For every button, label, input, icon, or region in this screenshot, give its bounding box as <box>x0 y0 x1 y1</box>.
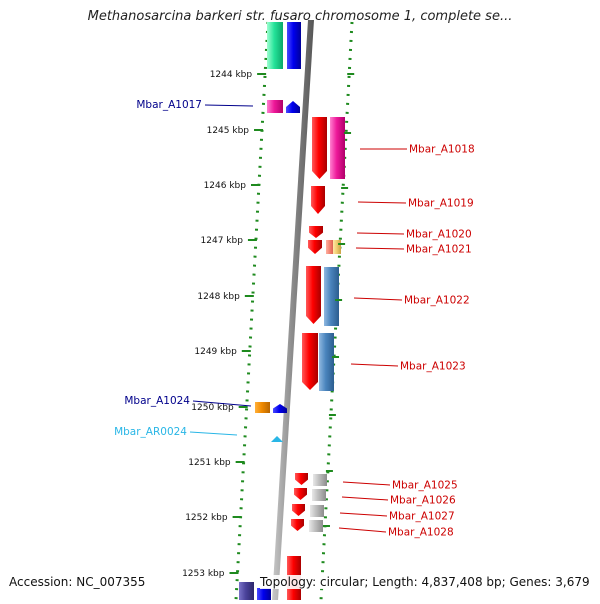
map-title: Methanosarcina barkeri str. fusaro chrom… <box>87 9 513 24</box>
gene-label-left[interactable]: Mbar_A1024 <box>124 395 190 407</box>
rna-feature[interactable] <box>271 436 283 442</box>
gene-feature[interactable] <box>294 488 307 500</box>
tick-label: 1250 kbp <box>191 403 234 413</box>
gene-feature[interactable] <box>267 100 283 113</box>
gene-label-right[interactable]: Mbar_A1026 <box>390 495 456 507</box>
gene-feature[interactable] <box>310 505 324 517</box>
gene-feature[interactable] <box>306 266 321 324</box>
gene-label-leader <box>355 247 405 250</box>
tick-label: 1247 kbp <box>201 236 244 246</box>
chromosome-backbone <box>272 20 314 600</box>
gene-label-left[interactable]: Mbar_AR0024 <box>114 426 187 438</box>
tick-label: 1253 kbp <box>182 569 225 579</box>
gene-label-right[interactable]: Mbar_A1025 <box>392 480 458 492</box>
tick-label: 1249 kbp <box>194 347 237 357</box>
gene-label-right[interactable]: Mbar_A1027 <box>389 511 455 523</box>
gene-label-leader <box>353 297 403 301</box>
gene-feature[interactable] <box>313 474 327 486</box>
gene-feature[interactable] <box>312 489 326 501</box>
gene-label-leader <box>338 527 387 533</box>
gene-label-right[interactable]: Mbar_A1022 <box>404 295 470 307</box>
gene-feature[interactable] <box>292 504 305 516</box>
gene-label-leader <box>341 496 389 501</box>
gene-feature[interactable] <box>311 186 325 214</box>
gene-feature[interactable] <box>267 22 283 69</box>
gene-feature[interactable] <box>319 333 334 391</box>
gene-feature[interactable] <box>309 520 323 532</box>
gene-label-leader <box>350 363 399 367</box>
gene-label-right[interactable]: Mbar_A1020 <box>406 229 472 241</box>
backbone-line <box>272 20 314 600</box>
gene-label-leader <box>189 431 238 436</box>
genome-info-text: Topology: circular; Length: 4,837,408 bp… <box>260 575 590 589</box>
gene-feature[interactable] <box>255 402 270 413</box>
gene-feature[interactable] <box>286 101 300 113</box>
gene-label-right[interactable]: Mbar_A1019 <box>408 198 474 210</box>
gene-label-leader <box>192 400 252 407</box>
tick-label: 1245 kbp <box>207 126 250 136</box>
gene-label-left[interactable]: Mbar_A1017 <box>136 99 202 111</box>
gene-label-right[interactable]: Mbar_A1021 <box>406 244 472 256</box>
gene-label-leader <box>339 512 388 517</box>
guide-dots-left <box>234 21 270 601</box>
gene-feature[interactable] <box>295 473 308 485</box>
gene-feature[interactable] <box>308 240 322 254</box>
gene-feature[interactable] <box>239 582 254 600</box>
gene-label-leader <box>356 232 405 235</box>
tick-label: 1246 kbp <box>204 181 247 191</box>
gene-label-right[interactable]: Mbar_A1018 <box>409 144 475 156</box>
tick-label: 1252 kbp <box>185 513 228 523</box>
gene-feature[interactable] <box>326 240 336 254</box>
gene-feature[interactable] <box>330 117 345 179</box>
gene-feature[interactable] <box>287 22 301 69</box>
accession-text: Accession: NC_007355 <box>9 575 146 589</box>
tick-label: 1244 kbp <box>210 70 253 80</box>
gene-feature[interactable] <box>302 333 318 390</box>
gene-feature[interactable] <box>291 519 304 531</box>
gene-feature[interactable] <box>309 226 323 238</box>
gene-label-leader <box>357 201 407 204</box>
gene-feature[interactable] <box>333 240 341 254</box>
gene-label-leader <box>342 481 391 486</box>
gene-label-leader <box>204 104 254 107</box>
tick-label: 1248 kbp <box>197 292 240 302</box>
gene-label-right[interactable]: Mbar_A1023 <box>400 361 466 373</box>
gene-feature[interactable] <box>257 588 271 600</box>
gene-feature[interactable] <box>324 267 339 326</box>
tick-label: 1251 kbp <box>188 458 231 468</box>
kbp-ruler: 1244 kbp 1245 kbp 1246 kbp 1247 kbp 1248 kbp… <box>182 70 355 579</box>
gene-label-right[interactable]: Mbar_A1028 <box>388 527 454 539</box>
gene-features <box>239 22 345 600</box>
gene-feature[interactable] <box>312 117 327 179</box>
gene-feature[interactable] <box>273 404 287 413</box>
gene-labels: Mbar_A1017 Mbar_A1024 Mbar_AR0024 Mbar_A101… <box>114 99 475 539</box>
